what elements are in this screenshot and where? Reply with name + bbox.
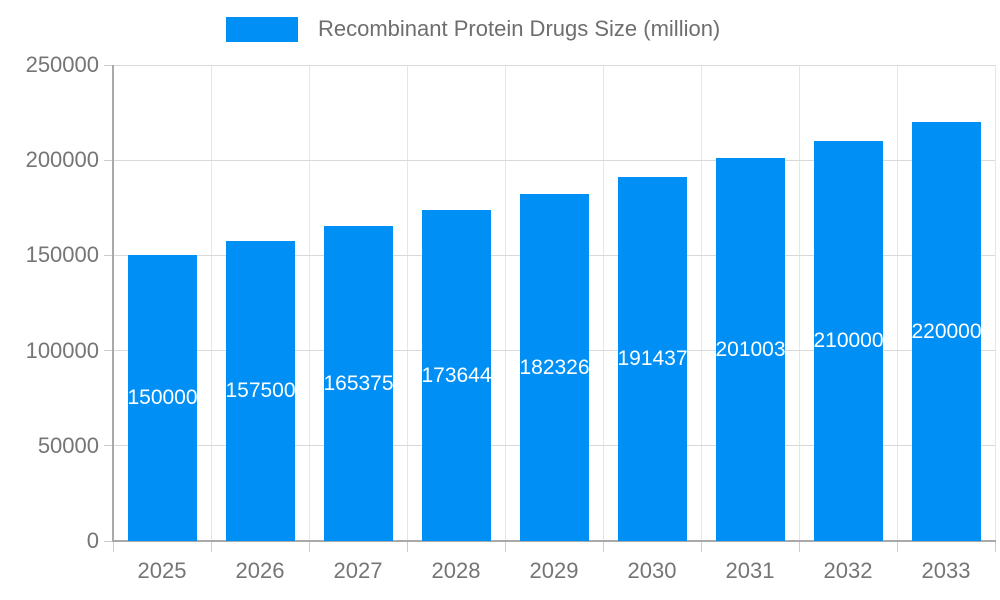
x-tick-label: 2032 — [823, 558, 873, 583]
x-axis-tick — [113, 542, 114, 552]
bar[interactable]: 150000 — [128, 255, 197, 541]
bar[interactable]: 182326 — [520, 194, 589, 541]
x-axis-tick — [897, 542, 898, 552]
v-gridline — [505, 65, 506, 541]
bar-value-label: 182326 — [520, 355, 589, 379]
bar-value-label: 165375 — [324, 371, 393, 395]
v-gridline — [407, 65, 408, 541]
bar-value-label: 157500 — [226, 379, 295, 402]
bar-value-label: 191437 — [618, 347, 687, 370]
x-tick-label: 2031 — [725, 558, 775, 583]
y-tick-label: 50000 — [37, 433, 99, 458]
bar-value-label: 150000 — [128, 386, 197, 409]
x-axis-tick — [995, 542, 996, 552]
x-axis-tick — [407, 542, 408, 552]
y-axis-tick — [104, 541, 113, 542]
v-gridline — [995, 65, 996, 541]
y-axis-tick — [104, 65, 113, 66]
x-axis-tick — [309, 542, 310, 552]
x-axis-tick — [505, 542, 506, 552]
y-tick-label: 150000 — [25, 242, 99, 267]
v-gridline — [897, 65, 898, 541]
x-axis-tick — [603, 542, 604, 552]
v-gridline — [603, 65, 604, 541]
x-axis-tick — [701, 542, 702, 552]
x-tick-label: 2033 — [921, 558, 971, 583]
legend-label: Recombinant Protein Drugs Size (million) — [318, 16, 721, 41]
x-axis-line — [112, 540, 996, 542]
bar[interactable]: 157500 — [226, 241, 295, 541]
v-gridline — [309, 65, 310, 541]
y-axis-tick — [104, 255, 113, 256]
y-axis-tick — [104, 160, 113, 161]
legend-swatch — [226, 16, 298, 42]
x-axis-tick — [211, 542, 212, 552]
x-tick-label: 2029 — [529, 558, 579, 583]
bar[interactable]: 210000 — [814, 141, 883, 541]
bar-value-label: 201003 — [716, 337, 785, 361]
bar[interactable]: 191437 — [618, 177, 687, 541]
x-tick-label: 2030 — [627, 558, 677, 583]
v-gridline — [701, 65, 702, 541]
h-gridline — [113, 65, 995, 66]
x-tick-label: 2027 — [333, 558, 383, 583]
y-axis-tick — [104, 445, 113, 446]
legend: Recombinant Protein Drugs Size (million) — [226, 16, 720, 42]
y-tick-label: 200000 — [25, 147, 99, 172]
bar-value-label: 173644 — [422, 363, 491, 387]
y-tick-label: 100000 — [25, 338, 99, 363]
bar[interactable]: 173644 — [422, 210, 491, 541]
x-tick-label: 2028 — [431, 558, 481, 583]
x-tick-label: 2026 — [235, 558, 285, 583]
bar[interactable]: 201003 — [716, 158, 785, 541]
bar[interactable]: 165375 — [324, 226, 393, 541]
y-axis-tick — [104, 350, 113, 351]
y-tick-label: 0 — [86, 528, 99, 553]
y-axis-line — [112, 65, 114, 542]
bar-value-label: 220000 — [912, 319, 981, 343]
v-gridline — [799, 65, 800, 541]
v-gridline — [211, 65, 212, 541]
x-tick-label: 2025 — [137, 558, 187, 583]
bar-value-label: 210000 — [814, 329, 883, 352]
x-axis-tick — [799, 542, 800, 552]
h-gridline — [113, 160, 995, 161]
bar[interactable]: 220000 — [912, 122, 981, 541]
y-tick-label: 250000 — [25, 52, 99, 77]
